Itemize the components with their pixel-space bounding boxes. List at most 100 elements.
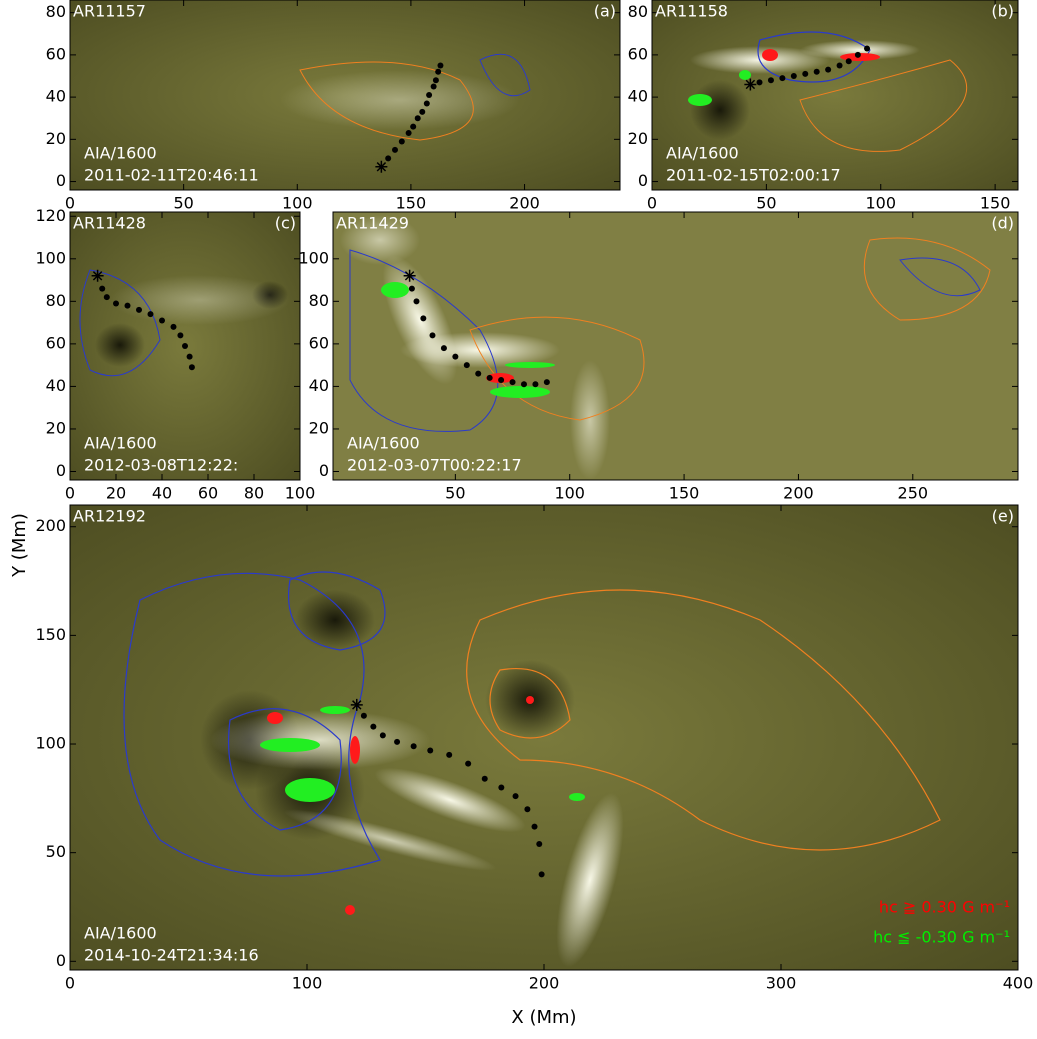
track-point [413,298,419,304]
track-point [524,806,530,812]
track-point [429,332,435,338]
track-point [415,115,421,121]
panel-label: (d) [991,214,1014,233]
x-tick-label: 150 [669,484,700,503]
track-point [475,371,481,377]
x-tick-label: 100 [865,194,896,213]
track-point [427,748,433,754]
track-point [411,743,417,749]
timestamp-label: 2012-03-08T12:22: [84,456,238,475]
x-tick-label: 50 [756,194,776,213]
panel-title: AR11428 [73,214,146,233]
figure: 050100150200020406080AR11157(a)AIA/16002… [0,0,1037,1035]
x-tick-label: 0 [65,484,75,503]
track-point [177,332,183,338]
x-tick-label: 60 [198,484,218,503]
x-tick-label: 50 [445,484,465,503]
track-point [394,739,400,745]
track-point [104,294,110,300]
y-tick-label: 20 [46,418,66,437]
track-point [385,155,391,161]
x-tick-label: 100 [292,974,323,993]
y-tick-label: 20 [46,129,66,148]
x-tick-label: 250 [898,484,929,503]
y-tick-label: 40 [309,376,329,395]
x-tick-label: 0 [647,194,657,213]
y-tick-label: 60 [628,44,648,63]
x-tick-label: 300 [766,974,797,993]
x-tick-label: 200 [783,484,814,503]
y-tick-label: 0 [56,461,66,480]
track-point [802,71,808,77]
track-point [419,109,425,115]
track-point [837,62,843,68]
track-point [544,379,550,385]
track-point [855,52,861,58]
track-point [513,793,519,799]
track-point [399,138,405,144]
panel-title: AR11158 [655,2,728,21]
legend-text: hc ≦ -0.30 G m⁻¹ [873,928,1010,947]
timestamp-label: 2011-02-15T02:00:17 [666,166,841,185]
track-point [452,354,458,360]
track-point [99,286,105,292]
x-tick-label: 0 [65,974,75,993]
track-point [406,130,412,136]
instrument-label: AIA/1600 [84,144,157,163]
y-tick-label: 0 [319,461,329,480]
track-point [846,58,852,64]
track-point [113,300,119,306]
y-tick-label: 0 [56,951,66,970]
track-point [532,381,538,387]
y-tick-label: 20 [628,129,648,148]
track-point [487,375,493,381]
track-point [532,824,538,830]
track-point [498,377,504,383]
y-tick-label: 50 [46,842,66,861]
panel-label: (b) [991,2,1014,21]
track-point [814,69,820,75]
timestamp-label: 2011-02-11T20:46:11 [84,166,259,185]
y-tick-label: 100 [35,248,66,267]
y-tick-label: 40 [628,87,648,106]
track-point [361,713,367,719]
track-point [498,784,504,790]
y-tick-label: 40 [46,87,66,106]
track-point [370,724,376,730]
x-tick-label: 400 [1003,974,1034,993]
y-tick-label: 80 [309,291,329,310]
track-point [392,147,398,153]
x-tick-label: 200 [509,194,540,213]
x-axis-label: X (Mm) [511,1007,576,1028]
y-tick-label: 80 [46,2,66,21]
track-point [148,311,154,317]
track-point [424,100,430,106]
track-point [768,77,774,83]
start-asterisk [744,78,756,90]
y-tick-label: 80 [46,291,66,310]
track-point [825,67,831,73]
timestamp-label: 2014-10-24T21:34:16 [84,946,259,965]
track-point [482,776,488,782]
y-tick-label: 0 [638,171,648,190]
x-tick-label: 100 [554,484,585,503]
track-point [441,345,447,351]
y-tick-label: 0 [56,171,66,190]
track-point [409,286,415,292]
track-point [136,307,142,313]
track-point [159,317,165,323]
instrument-label: AIA/1600 [347,434,420,453]
timestamp-label: 2012-03-07T00:22:17 [347,456,522,475]
panel-label: (e) [992,507,1014,526]
y-tick-label: 20 [309,418,329,437]
x-tick-label: 40 [152,484,172,503]
y-tick-label: 150 [35,625,66,644]
y-tick-label: 60 [309,333,329,352]
track-point [437,62,443,68]
instrument-label: AIA/1600 [666,144,739,163]
track-point [521,381,527,387]
track-point [125,303,131,309]
track-point [189,364,195,370]
panel-title: AR11429 [336,214,409,233]
track-point [510,379,516,385]
